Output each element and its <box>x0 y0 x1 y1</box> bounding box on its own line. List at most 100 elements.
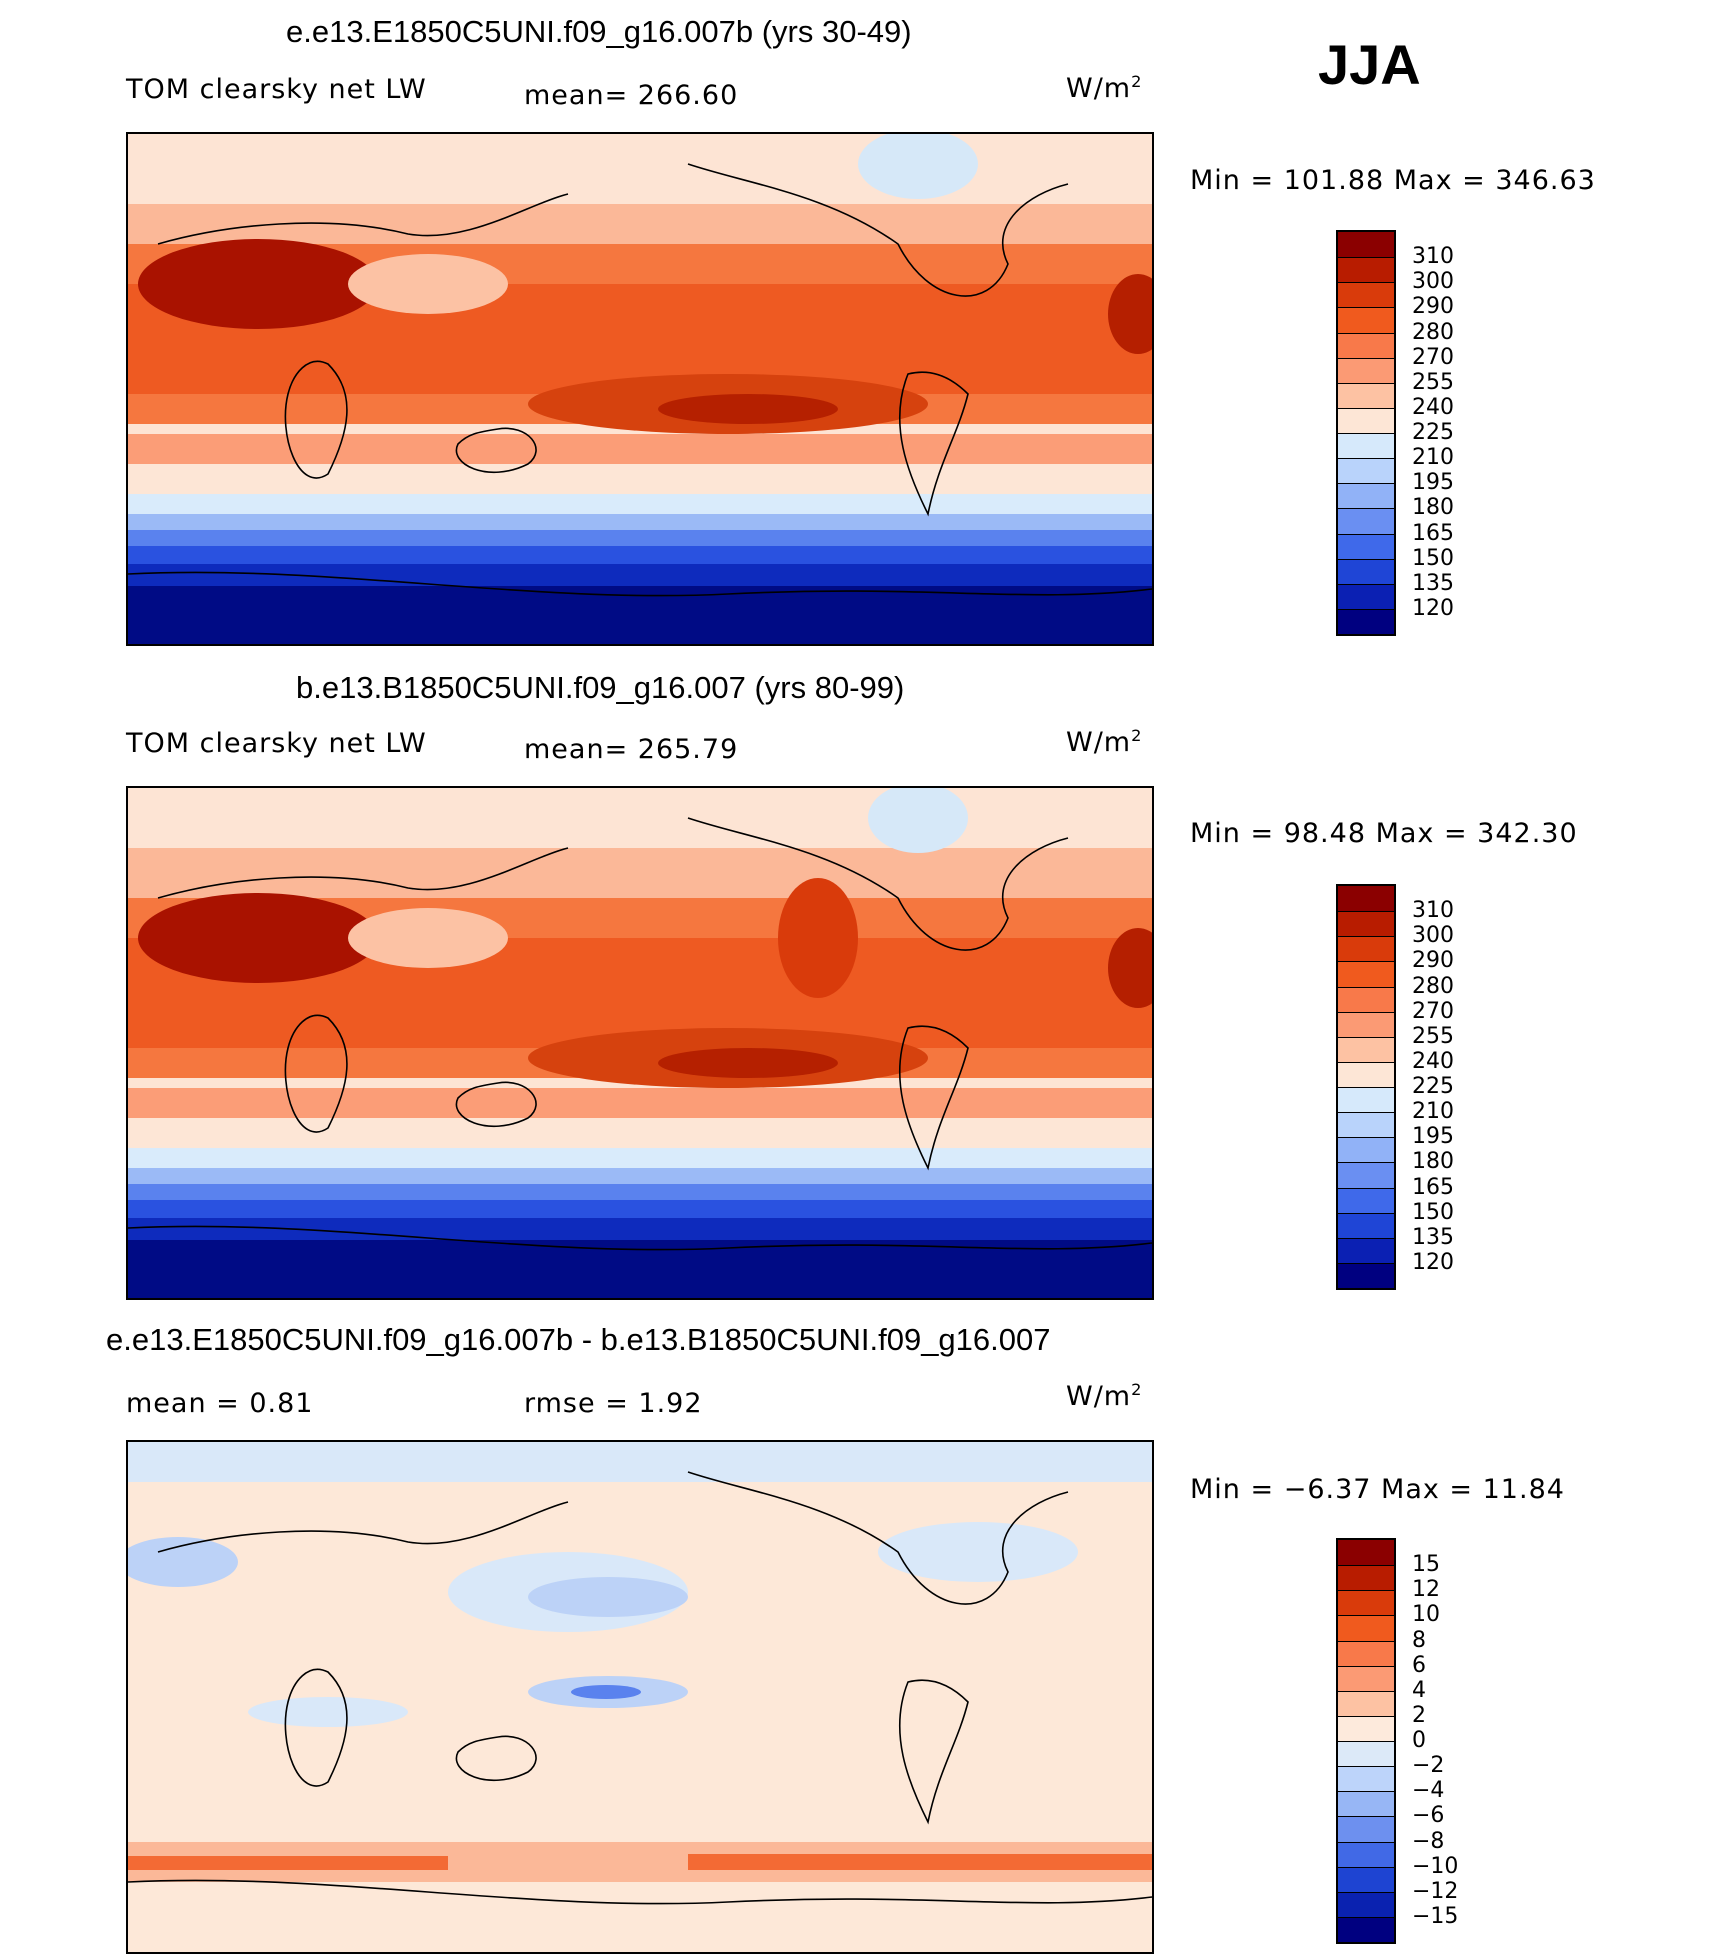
panel-2-title: b.e13.B1850C5UNI.f09_g16.007 (yrs 80-99) <box>296 670 905 705</box>
colorbar-label: 280 <box>1412 319 1454 345</box>
colorbar-segment <box>1338 483 1394 509</box>
panel-3-units: W/m2 <box>1066 1380 1143 1412</box>
colorbar-label: 8 <box>1412 1627 1426 1653</box>
season-label: JJA <box>1318 33 1421 96</box>
colorbar-label: 225 <box>1412 420 1454 445</box>
panel-2-map <box>126 786 1154 1300</box>
panel-1-minmax: Min = 101.88 Max = 346.63 <box>1190 165 1596 196</box>
colorbar-label: −4 <box>1412 1778 1445 1804</box>
colorbar-label: 210 <box>1412 445 1454 471</box>
colorbar-segment <box>1338 911 1394 937</box>
colorbar-label: 300 <box>1412 269 1454 295</box>
colorbar-segment <box>1338 357 1394 383</box>
colorbar-segment <box>1338 1891 1394 1917</box>
colorbar-segment <box>1338 1540 1394 1566</box>
colorbar-label: 120 <box>1412 1249 1454 1275</box>
colorbar-label: 310 <box>1412 244 1454 270</box>
colorbar-label: −12 <box>1412 1878 1459 1904</box>
panel-2-variable: TOM clearsky net LW <box>126 728 427 759</box>
colorbar-segment <box>1338 1087 1394 1113</box>
colorbar-label: 210 <box>1412 1099 1454 1125</box>
panel-1-variable: TOM clearsky net LW <box>126 74 427 105</box>
colorbar-segment <box>1338 1036 1394 1062</box>
colorbar-segment <box>1338 1640 1394 1666</box>
colorbar-label: 270 <box>1412 344 1454 370</box>
colorbar-segment <box>1338 282 1394 308</box>
colorbar-segment <box>1338 936 1394 962</box>
colorbar-label: −15 <box>1412 1903 1459 1929</box>
colorbar-segment <box>1338 1011 1394 1037</box>
colorbar-label: 0 <box>1412 1728 1426 1753</box>
colorbar-segment <box>1338 533 1394 559</box>
colorbar-segment <box>1338 583 1394 609</box>
colorbar-segment <box>1338 1590 1394 1616</box>
colorbar-label: 280 <box>1412 973 1454 999</box>
colorbar-label: 165 <box>1412 1174 1454 1200</box>
colorbar-label: 15 <box>1412 1552 1440 1578</box>
colorbar-segment <box>1338 1212 1394 1238</box>
colorbar-segment <box>1338 1816 1394 1842</box>
colorbar-segment <box>1338 407 1394 433</box>
colorbar-segment <box>1338 1741 1394 1767</box>
colorbar-label: 240 <box>1412 394 1454 420</box>
panel-3-colorbar-segments <box>1338 1540 1394 1942</box>
colorbar-segment <box>1338 1791 1394 1817</box>
colorbar-segment <box>1338 508 1394 534</box>
colorbar-label: 10 <box>1412 1602 1440 1628</box>
colorbar-label: 290 <box>1412 948 1454 974</box>
panel-1-title: e.e13.E1850C5UNI.f09_g16.007b (yrs 30-49… <box>286 14 912 49</box>
colorbar-segment <box>1338 558 1394 584</box>
panel-1-mean: mean= 266.60 <box>524 80 739 111</box>
colorbar-segment <box>1338 1866 1394 1892</box>
colorbar-segment <box>1338 433 1394 459</box>
panel-3-map-field <box>128 1442 1152 1952</box>
colorbar-segment <box>1338 1690 1394 1716</box>
colorbar-label: 255 <box>1412 1023 1454 1049</box>
panel-1-map <box>126 132 1154 646</box>
colorbar-label: −6 <box>1412 1803 1445 1829</box>
colorbar-label: 240 <box>1412 1048 1454 1074</box>
colorbar-label: 165 <box>1412 520 1454 546</box>
colorbar-segment <box>1338 332 1394 358</box>
colorbar-segment <box>1338 1615 1394 1641</box>
colorbar-segment <box>1338 1665 1394 1691</box>
panel-3-mean: mean = 0.81 <box>126 1388 314 1419</box>
panel-2-map-field <box>128 788 1152 1298</box>
colorbar-label: 2 <box>1412 1702 1426 1728</box>
colorbar-segment <box>1338 1061 1394 1087</box>
panel-2-colorbar <box>1336 884 1396 1290</box>
colorbar-segment <box>1338 1112 1394 1138</box>
colorbar-segment <box>1338 1766 1394 1792</box>
colorbar-label: 195 <box>1412 1124 1454 1150</box>
panel-3-colorbar <box>1336 1538 1396 1944</box>
colorbar-segment <box>1338 458 1394 484</box>
colorbar-segment <box>1338 986 1394 1012</box>
colorbar-label: 180 <box>1412 1149 1454 1175</box>
colorbar-label: −8 <box>1412 1828 1445 1854</box>
colorbar-segment <box>1338 1916 1394 1942</box>
colorbar-segment <box>1338 1237 1394 1263</box>
colorbar-label: 255 <box>1412 369 1454 395</box>
colorbar-label: 12 <box>1412 1577 1440 1603</box>
colorbar-label: 4 <box>1412 1677 1426 1703</box>
colorbar-label: 120 <box>1412 595 1454 621</box>
colorbar-label: 225 <box>1412 1074 1454 1099</box>
colorbar-segment <box>1338 1137 1394 1163</box>
panel-1-colorbar-segments <box>1338 232 1394 634</box>
panel-2-minmax: Min = 98.48 Max = 342.30 <box>1190 818 1578 849</box>
colorbar-segment <box>1338 608 1394 634</box>
colorbar-segment <box>1338 1715 1394 1741</box>
colorbar-segment <box>1338 1262 1394 1288</box>
panel-1-map-field <box>128 134 1152 644</box>
colorbar-label: −2 <box>1412 1753 1445 1779</box>
colorbar-segment <box>1338 257 1394 283</box>
colorbar-label: 150 <box>1412 545 1454 571</box>
colorbar-segment <box>1338 1162 1394 1188</box>
colorbar-label: 150 <box>1412 1199 1454 1225</box>
colorbar-label: 135 <box>1412 570 1454 596</box>
panel-2-colorbar-segments <box>1338 886 1394 1288</box>
colorbar-segment <box>1338 1565 1394 1591</box>
colorbar-label: 310 <box>1412 898 1454 924</box>
colorbar-segment <box>1338 382 1394 408</box>
panel-1-colorbar <box>1336 230 1396 636</box>
